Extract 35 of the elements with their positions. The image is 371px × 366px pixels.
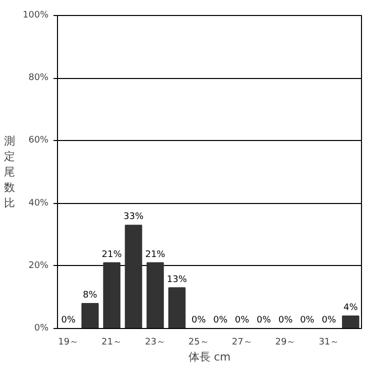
data-label: 0% <box>213 316 228 326</box>
x-tick-label: 29～ <box>275 338 296 348</box>
bar <box>342 315 360 328</box>
data-label: 33% <box>124 212 144 222</box>
data-label: 0% <box>192 316 206 326</box>
data-label: 13% <box>166 274 188 285</box>
y-tick-label: 0% <box>34 324 49 334</box>
y-tick-label: 60% <box>28 136 49 146</box>
y-tick-label: 100% <box>22 10 49 20</box>
bar <box>168 287 186 328</box>
y-tick-label: 40% <box>28 198 49 208</box>
y-tick-label: 20% <box>28 260 49 271</box>
x-tick-label: 25～ <box>188 338 209 348</box>
data-label: 0% <box>300 316 315 326</box>
data-label: 0% <box>256 316 272 326</box>
data-label: 8% <box>82 290 98 300</box>
data-label: 21% <box>102 250 122 260</box>
data-label: 0% <box>61 316 76 326</box>
data-label: 4% <box>344 302 358 313</box>
x-tick-label: 19～ <box>58 338 79 348</box>
x-tick-label: 23～ <box>144 338 166 348</box>
data-label: 0% <box>278 316 294 326</box>
y-axis-title: 測定尾数比 <box>4 134 15 210</box>
x-tick-label: 27～ <box>232 338 252 348</box>
y-tick-label: 80% <box>28 73 49 84</box>
data-label: 0% <box>234 316 250 326</box>
data-label: 0% <box>322 316 337 326</box>
bar <box>103 262 120 328</box>
data-label: 21% <box>145 250 166 260</box>
x-tick-label: 31～ <box>318 338 340 348</box>
bar <box>146 262 164 328</box>
x-tick-label: 21～ <box>102 338 122 348</box>
bar <box>124 224 142 328</box>
bar <box>81 302 99 328</box>
x-axis-title: 体長 cm <box>188 350 231 364</box>
